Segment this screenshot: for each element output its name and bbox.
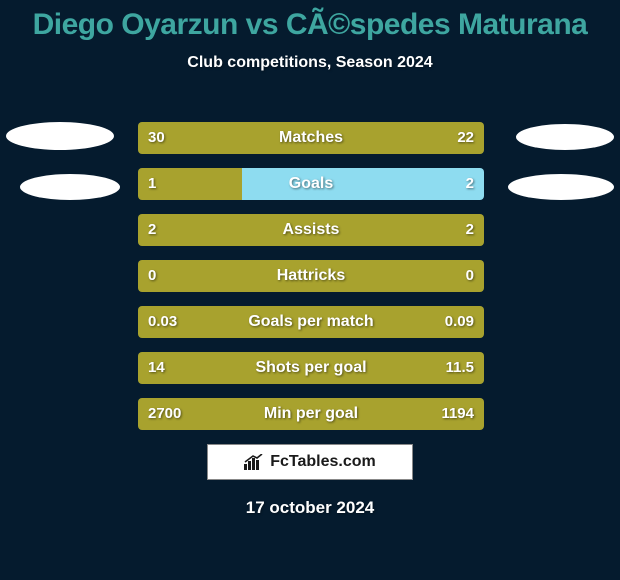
player1-avatar-placeholder-2 xyxy=(20,174,120,200)
stat-row: 1411.5Shots per goal xyxy=(138,352,484,384)
stat-row: 12Goals xyxy=(138,168,484,200)
stat-row: 00Hattricks xyxy=(138,260,484,292)
stat-label: Min per goal xyxy=(138,398,484,430)
player1-avatar-placeholder-1 xyxy=(6,122,114,150)
stat-rows-container: 3022Matches 12Goals 22Assists 00Hattricks 0.… xyxy=(138,122,484,444)
branding-badge: FcTables.com xyxy=(207,444,413,480)
stat-label: Matches xyxy=(138,122,484,154)
stat-row: 22Assists xyxy=(138,214,484,246)
player2-avatar-placeholder-2 xyxy=(508,174,614,200)
date-text: 17 october 2024 xyxy=(0,498,620,518)
stat-label: Shots per goal xyxy=(138,352,484,384)
page-subtitle: Club competitions, Season 2024 xyxy=(0,54,620,72)
stat-label: Goals xyxy=(138,168,484,200)
stat-row: 0.030.09Goals per match xyxy=(138,306,484,338)
branding-text: FcTables.com xyxy=(270,453,376,471)
stat-label: Hattricks xyxy=(138,260,484,292)
player2-avatar-placeholder-1 xyxy=(516,124,614,150)
stat-label: Assists xyxy=(138,214,484,246)
chart-icon xyxy=(244,454,264,470)
stat-label: Goals per match xyxy=(138,306,484,338)
comparison-infographic: Diego Oyarzun vs CÃ©spedes Maturana Club… xyxy=(0,0,620,580)
stat-row: 27001194Min per goal xyxy=(138,398,484,430)
stat-row: 3022Matches xyxy=(138,122,484,154)
page-title: Diego Oyarzun vs CÃ©spedes Maturana xyxy=(0,0,620,42)
